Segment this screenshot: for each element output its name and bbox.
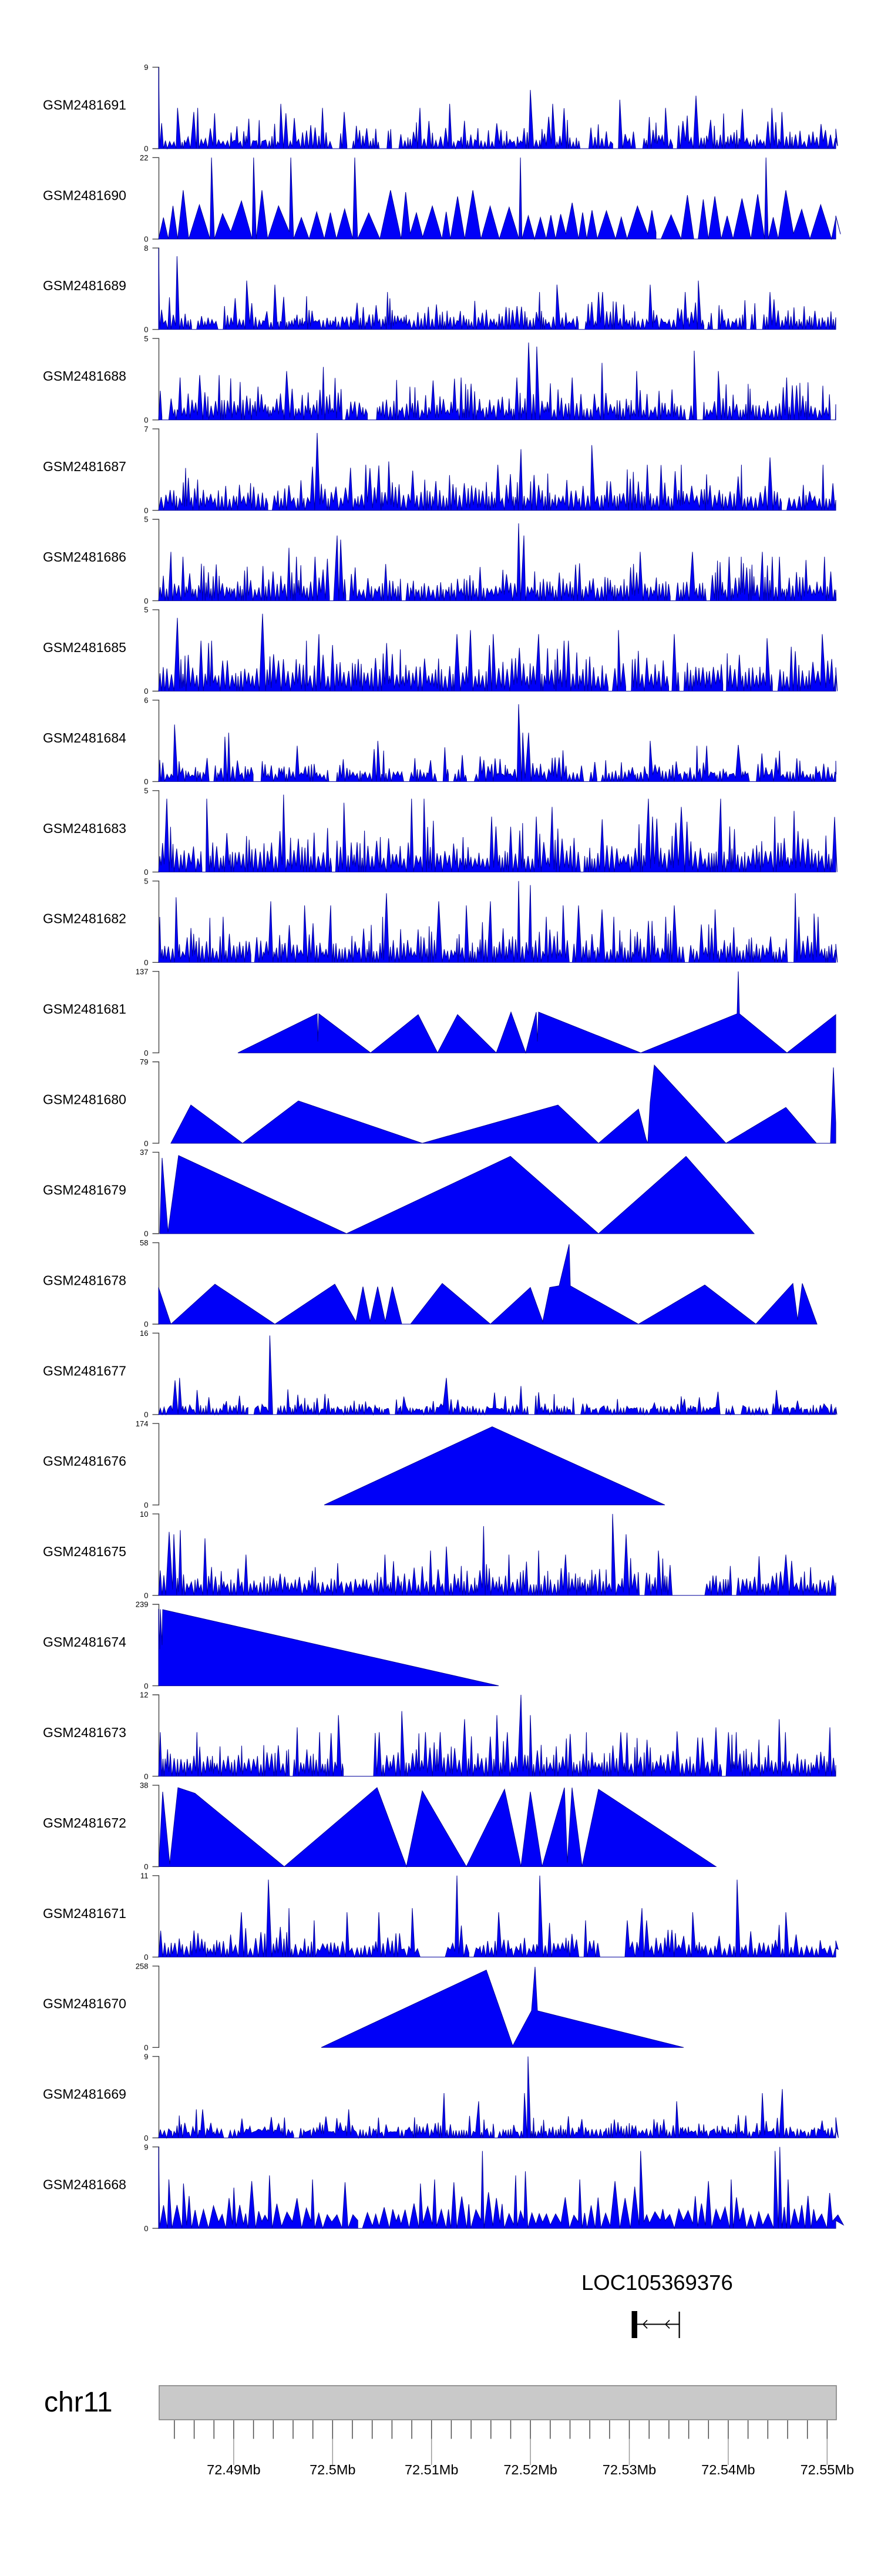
svg-text:0: 0 xyxy=(144,325,148,334)
svg-text:GSM2481688: GSM2481688 xyxy=(43,368,126,384)
svg-text:58: 58 xyxy=(140,1238,148,1247)
svg-text:5: 5 xyxy=(144,334,148,343)
svg-text:GSM2481690: GSM2481690 xyxy=(43,187,126,203)
svg-text:0: 0 xyxy=(144,1681,148,1690)
svg-text:9: 9 xyxy=(144,2142,148,2151)
svg-text:72.5Mb: 72.5Mb xyxy=(310,2462,355,2477)
svg-text:0: 0 xyxy=(144,2043,148,2052)
svg-text:11: 11 xyxy=(140,1872,149,1880)
svg-text:0: 0 xyxy=(144,1953,148,1962)
svg-text:6: 6 xyxy=(144,696,148,705)
svg-text:0: 0 xyxy=(144,1772,148,1781)
svg-text:72.51Mb: 72.51Mb xyxy=(405,2462,458,2477)
svg-text:0: 0 xyxy=(144,596,148,605)
svg-text:GSM2481675: GSM2481675 xyxy=(43,1544,126,1559)
svg-text:37: 37 xyxy=(140,1148,148,1157)
svg-text:0: 0 xyxy=(144,2134,148,2142)
svg-text:GSM2481682: GSM2481682 xyxy=(43,911,126,926)
svg-text:0: 0 xyxy=(144,1410,148,1419)
svg-text:174: 174 xyxy=(136,1419,149,1428)
svg-text:16: 16 xyxy=(140,1329,148,1338)
svg-text:GSM2481685: GSM2481685 xyxy=(43,640,126,655)
svg-text:5: 5 xyxy=(144,787,148,795)
svg-text:239: 239 xyxy=(136,1600,149,1609)
svg-text:GSM2481672: GSM2481672 xyxy=(43,1815,126,1831)
svg-text:GSM2481670: GSM2481670 xyxy=(43,1996,126,2011)
svg-text:GSM2481677: GSM2481677 xyxy=(43,1363,126,1378)
svg-text:GSM2481678: GSM2481678 xyxy=(43,1272,126,1288)
svg-text:GSM2481689: GSM2481689 xyxy=(43,278,126,293)
svg-text:0: 0 xyxy=(144,1230,148,1238)
svg-text:0: 0 xyxy=(144,958,148,967)
svg-text:GSM2481680: GSM2481680 xyxy=(43,1092,126,1107)
svg-text:GSM2481687: GSM2481687 xyxy=(43,459,126,474)
svg-text:GSM2481671: GSM2481671 xyxy=(43,1906,126,1921)
svg-text:GSM2481674: GSM2481674 xyxy=(43,1634,126,1650)
svg-text:0: 0 xyxy=(144,1501,148,1510)
svg-text:10: 10 xyxy=(140,1510,148,1519)
svg-text:GSM2481673: GSM2481673 xyxy=(43,1725,126,1740)
svg-text:22: 22 xyxy=(140,153,148,162)
svg-text:72.52Mb: 72.52Mb xyxy=(503,2462,557,2477)
svg-text:9: 9 xyxy=(144,2052,148,2061)
svg-text:0: 0 xyxy=(144,777,148,786)
svg-text:GSM2481669: GSM2481669 xyxy=(43,2087,126,2102)
svg-text:5: 5 xyxy=(144,606,148,614)
svg-text:79: 79 xyxy=(140,1057,148,1066)
svg-text:0: 0 xyxy=(144,506,148,515)
svg-text:72.49Mb: 72.49Mb xyxy=(207,2462,260,2477)
svg-text:GSM2481686: GSM2481686 xyxy=(43,549,126,565)
svg-text:0: 0 xyxy=(144,145,148,153)
svg-text:GSM2481679: GSM2481679 xyxy=(43,1182,126,1197)
svg-text:0: 0 xyxy=(144,2224,148,2233)
svg-text:0: 0 xyxy=(144,687,148,696)
svg-text:137: 137 xyxy=(136,967,149,976)
svg-text:LOC105369376: LOC105369376 xyxy=(581,2271,733,2295)
svg-text:0: 0 xyxy=(144,1591,148,1600)
svg-text:5: 5 xyxy=(144,515,148,524)
svg-text:12: 12 xyxy=(140,1691,148,1700)
svg-text:8: 8 xyxy=(144,244,148,253)
svg-text:GSM2481684: GSM2481684 xyxy=(43,730,126,745)
svg-text:0: 0 xyxy=(144,1139,148,1148)
svg-text:72.53Mb: 72.53Mb xyxy=(603,2462,656,2477)
svg-text:0: 0 xyxy=(144,868,148,876)
svg-text:7: 7 xyxy=(144,425,148,434)
svg-text:72.55Mb: 72.55Mb xyxy=(801,2462,854,2477)
svg-text:GSM2481691: GSM2481691 xyxy=(43,97,126,112)
svg-text:0: 0 xyxy=(144,1320,148,1329)
svg-text:GSM2481668: GSM2481668 xyxy=(43,2177,126,2192)
svg-text:0: 0 xyxy=(144,1862,148,1871)
svg-text:0: 0 xyxy=(144,235,148,244)
svg-text:9: 9 xyxy=(144,63,148,72)
svg-text:38: 38 xyxy=(140,1781,148,1790)
svg-text:GSM2481681: GSM2481681 xyxy=(43,1002,126,1017)
svg-text:5: 5 xyxy=(144,876,148,885)
svg-text:GSM2481676: GSM2481676 xyxy=(43,1453,126,1469)
svg-text:258: 258 xyxy=(136,1962,149,1970)
svg-text:chr11: chr11 xyxy=(44,2387,113,2418)
svg-text:72.54Mb: 72.54Mb xyxy=(701,2462,755,2477)
svg-text:0: 0 xyxy=(144,1049,148,1057)
svg-text:GSM2481683: GSM2481683 xyxy=(43,821,126,836)
svg-text:0: 0 xyxy=(144,416,148,425)
